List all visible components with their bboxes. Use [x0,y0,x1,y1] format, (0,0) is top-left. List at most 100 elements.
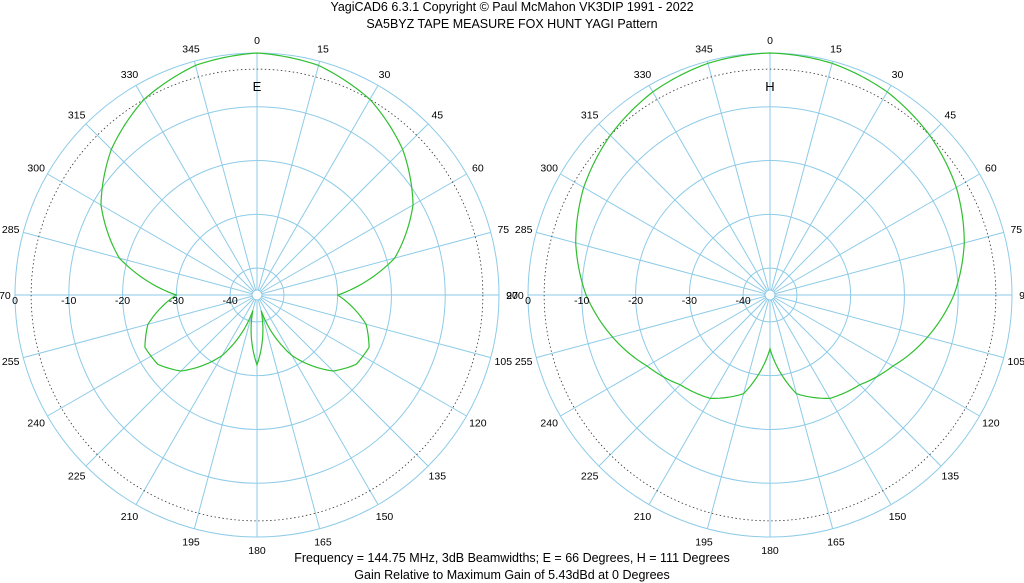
angle-tick-label: 315 [68,110,86,122]
radial-tick-label: -20 [115,295,130,307]
angle-spoke [135,299,255,505]
angle-spoke [23,231,253,295]
angle-spoke [774,173,980,293]
angle-spoke [560,297,766,417]
angle-spoke [257,61,321,291]
angle-tick-label: 300 [27,163,45,175]
angle-tick-label: 165 [314,536,332,548]
angle-tick-label: 15 [830,44,842,56]
angle-spoke [773,123,942,292]
angle-tick-label: 165 [827,536,845,548]
angle-spoke [259,85,379,291]
angle-tick-label: 270 [506,290,524,302]
radial-tick-label: -40 [736,295,751,307]
angle-spoke [193,61,257,291]
radial-tick-label: -10 [61,295,76,307]
angle-tick-label: 330 [634,69,652,81]
angle-spoke [773,298,942,467]
angle-tick-label: 300 [540,163,558,175]
plane-label: E [253,79,262,94]
angle-spoke [772,299,892,505]
angle-spoke [85,298,254,467]
angle-spoke [257,299,321,529]
angle-tick-label: 45 [431,110,443,122]
angle-tick-label: 270 [0,290,11,302]
angle-spoke [47,297,253,417]
angle-tick-label: 330 [121,69,139,81]
polar-chart-h: 0 15 30 45 60 75 90 105 120 135 150 165 180 195 210 225… [506,35,1024,557]
angle-tick-label: 285 [2,224,20,236]
angle-tick-label: 240 [540,418,558,430]
angle-spoke [774,295,1004,359]
angle-spoke [536,295,766,359]
radial-tick-label: 0 [12,295,18,307]
angle-tick-label: 180 [761,545,779,557]
angle-tick-label: 255 [2,356,20,368]
angle-spoke [706,299,770,529]
angle-tick-label: 30 [892,69,904,81]
angle-spoke [261,173,467,293]
gain-reference-caption: Gain Relative to Maximum Gain of 5.43dBd… [354,568,670,582]
angle-tick-label: 240 [27,418,45,430]
angle-spoke [598,298,767,467]
angle-tick-label: 30 [379,69,391,81]
angle-spoke [259,299,379,505]
angle-spoke [261,295,491,359]
radial-tick-label: -20 [628,295,643,307]
angle-spoke [560,173,766,293]
radial-tick-label: 0 [525,295,531,307]
radial-tick-label: -30 [169,295,184,307]
angle-spoke [261,231,491,295]
angle-tick-label: 105 [1008,356,1024,368]
angle-tick-label: 135 [429,470,447,482]
angle-tick-label: 285 [515,224,533,236]
angle-tick-label: 210 [634,511,652,523]
angle-tick-label: 45 [944,110,956,122]
angle-spoke [598,123,767,292]
angle-spoke [770,61,834,291]
angle-tick-label: 150 [376,511,394,523]
radiation-pattern-e [100,52,414,372]
polar-chart-e: 0 15 30 45 60 75 90 105 120 135 150 165 180 195 210 225… [0,35,518,557]
radial-tick-label: -40 [223,295,238,307]
chart-subtitle: SA5BYZ TAPE MEASURE FOX HUNT YAGI Patter… [366,17,658,31]
angle-spoke [772,85,892,291]
angle-tick-label: 195 [695,536,713,548]
frequency-beamwidth-caption: Frequency = 144.75 MHz, 3dB Beamwidths; … [294,551,730,565]
origin-ring [251,289,263,301]
angle-tick-label: 120 [469,418,487,430]
angle-tick-label: 75 [497,224,509,236]
angle-tick-label: 105 [495,356,513,368]
angle-spoke [648,85,768,291]
angle-spoke [770,299,834,529]
angle-spoke [23,295,253,359]
minus-3db-ring [543,68,997,522]
radial-tick-label: -30 [682,295,697,307]
radial-tick-label: -10 [574,295,589,307]
angle-spoke [260,123,429,292]
angle-spoke [536,231,766,295]
angle-tick-label: 135 [942,470,960,482]
angle-tick-label: 120 [982,418,1000,430]
angle-tick-label: 90 [1019,290,1024,302]
angle-tick-label: 345 [695,44,713,56]
plane-label: H [765,79,774,94]
angle-spoke [706,61,770,291]
angle-spoke [260,298,429,467]
angle-tick-label: 195 [182,536,200,548]
angle-tick-label: 180 [248,545,266,557]
angle-spoke [774,231,1004,295]
angle-tick-label: 210 [121,511,139,523]
angle-tick-label: 315 [581,110,599,122]
radiation-pattern-h [575,52,965,400]
angle-tick-label: 15 [317,44,329,56]
angle-tick-label: 60 [985,163,997,175]
angle-spoke [47,173,253,293]
angle-tick-label: 0 [254,35,260,47]
angle-tick-label: 75 [1010,224,1022,236]
angle-tick-label: 60 [472,163,484,175]
angle-tick-label: 90 [506,290,518,302]
angle-spoke [193,299,257,529]
angle-spoke [648,299,768,505]
